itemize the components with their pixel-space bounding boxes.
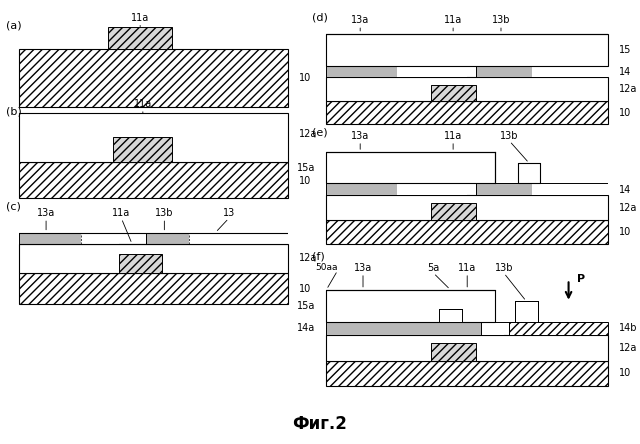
Bar <box>431 85 476 101</box>
Text: Фиг.2: Фиг.2 <box>292 415 348 433</box>
Bar <box>326 66 397 77</box>
Text: 11a: 11a <box>458 263 476 273</box>
Bar <box>326 335 608 361</box>
Bar <box>326 101 608 124</box>
Bar <box>19 273 288 304</box>
Bar <box>19 162 288 198</box>
Bar <box>326 361 608 386</box>
Text: (a): (a) <box>6 20 21 30</box>
Bar <box>515 301 538 322</box>
Text: 15: 15 <box>620 45 632 55</box>
Bar <box>326 183 397 195</box>
Text: (f): (f) <box>312 251 325 261</box>
Text: (b): (b) <box>6 107 22 116</box>
Text: 14: 14 <box>620 67 632 77</box>
Text: 11a: 11a <box>134 99 152 109</box>
Bar <box>189 233 288 244</box>
Bar <box>431 203 476 220</box>
Text: (c): (c) <box>6 201 20 211</box>
Bar <box>19 49 288 107</box>
Bar <box>476 66 532 77</box>
Text: (e): (e) <box>312 128 328 138</box>
Text: 10: 10 <box>620 227 632 237</box>
Text: 10: 10 <box>299 73 311 83</box>
Bar <box>397 66 467 77</box>
Bar <box>19 244 288 273</box>
Text: 10: 10 <box>620 369 632 378</box>
Bar <box>326 290 495 322</box>
Text: 13a: 13a <box>351 15 369 25</box>
Text: 12a: 12a <box>620 343 637 353</box>
Text: 10: 10 <box>299 176 311 186</box>
Text: 14a: 14a <box>297 323 315 333</box>
Text: 11a: 11a <box>112 208 131 218</box>
Bar <box>476 183 532 195</box>
Text: 10: 10 <box>299 284 311 294</box>
Bar <box>145 233 189 244</box>
Text: 5a: 5a <box>428 263 440 273</box>
Text: 13b: 13b <box>500 131 518 141</box>
Text: 13b: 13b <box>492 15 510 25</box>
Text: 12a: 12a <box>620 202 637 213</box>
Bar <box>326 152 495 183</box>
Bar <box>532 183 608 195</box>
Text: 11a: 11a <box>131 12 149 23</box>
Bar <box>481 322 504 335</box>
Bar <box>19 113 288 162</box>
Text: 15a: 15a <box>297 301 315 311</box>
Bar <box>108 27 172 49</box>
Text: 11a: 11a <box>444 131 462 141</box>
Text: 15a: 15a <box>297 163 315 173</box>
Text: 13a: 13a <box>351 131 369 141</box>
Text: 12a: 12a <box>299 254 317 263</box>
Text: 14b: 14b <box>620 323 638 333</box>
Bar <box>326 77 608 101</box>
Bar <box>397 183 467 195</box>
Bar <box>431 342 476 361</box>
Bar <box>326 322 481 335</box>
Bar <box>326 195 608 220</box>
Text: (d): (d) <box>312 12 328 23</box>
Bar <box>518 163 540 183</box>
Bar <box>326 220 608 244</box>
Text: 13a: 13a <box>354 263 372 273</box>
Text: 13b: 13b <box>495 263 513 273</box>
Bar <box>532 66 608 77</box>
Text: 50aa: 50aa <box>315 263 338 272</box>
Text: 11a: 11a <box>444 15 462 25</box>
Bar <box>326 34 608 66</box>
Text: 13a: 13a <box>37 208 55 218</box>
Bar <box>113 137 172 162</box>
Text: 10: 10 <box>620 107 632 118</box>
Text: 12a: 12a <box>299 129 317 139</box>
Text: 14: 14 <box>620 185 632 195</box>
Bar <box>118 254 162 273</box>
Text: 13: 13 <box>223 208 235 218</box>
Text: P: P <box>577 274 585 285</box>
Text: 13b: 13b <box>155 208 173 218</box>
Bar <box>19 233 81 244</box>
Bar <box>439 309 461 322</box>
Bar <box>81 233 118 244</box>
Text: 12a: 12a <box>620 84 637 94</box>
Bar <box>509 322 608 335</box>
